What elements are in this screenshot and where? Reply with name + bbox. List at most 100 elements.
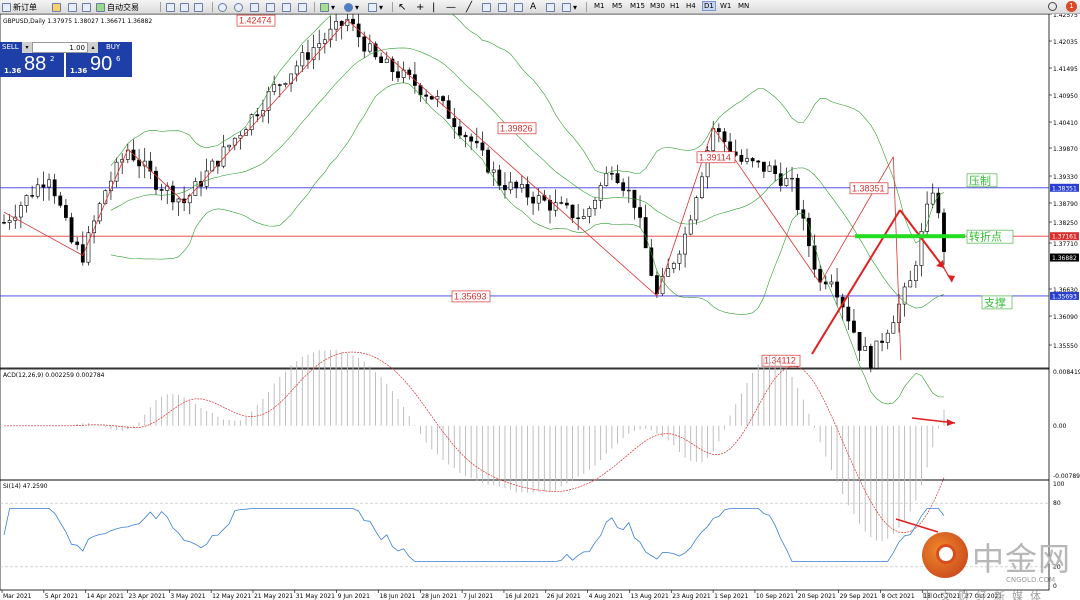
bollinger-lower: [110, 82, 945, 405]
macd-frame: [0, 367, 1050, 481]
templates-button[interactable]: ▾: [368, 1, 383, 13]
periods-button[interactable]: ▾: [344, 1, 359, 13]
market-watch-button[interactable]: [68, 1, 79, 13]
candle-body: [311, 47, 316, 60]
indicators-button[interactable]: ▾: [320, 1, 335, 13]
timeframe-w1[interactable]: W1: [720, 2, 732, 10]
buy-lot-up-icon[interactable]: ▴: [88, 42, 98, 53]
candle-body: [7, 220, 12, 223]
timeframe-d1[interactable]: D1: [702, 1, 716, 11]
price-axis-label: 1.36630: [1053, 287, 1078, 294]
meta-editor-icon: [52, 2, 61, 12]
price-axis-label: 1.38250: [1053, 220, 1078, 227]
candle-body: [35, 184, 40, 197]
price-axis-label: 1.41495: [1053, 66, 1078, 73]
sell-quote-button[interactable]: 1.36 88 2: [0, 53, 64, 77]
candle-body: [148, 160, 153, 172]
toolbar-separator: [586, 2, 587, 12]
grid-button[interactable]: [298, 1, 309, 13]
channel-button[interactable]: [482, 1, 493, 13]
candle-body: [598, 185, 603, 201]
price-axis-label: 1.40410: [1053, 120, 1078, 127]
timeframe-m15[interactable]: M15: [630, 2, 645, 10]
auto-trade-button[interactable]: 自动交易: [96, 1, 139, 13]
line-chart-button[interactable]: [194, 1, 205, 13]
search-icon[interactable]: [1048, 2, 1057, 11]
bar-chart-button[interactable]: [166, 1, 177, 13]
lot-size-input[interactable]: [32, 42, 88, 53]
candle-body: [807, 217, 811, 247]
candle-body: [638, 207, 642, 218]
chevron-down-icon: ▾: [573, 2, 578, 12]
candle-body: [351, 18, 355, 25]
candle-body: [564, 202, 569, 206]
candle-body: [373, 43, 378, 58]
indicators-icon: [320, 2, 329, 12]
candle-body: [429, 96, 434, 100]
date-axis-label: 8 Oct 2021: [881, 593, 914, 600]
candle-body: [24, 195, 29, 206]
vertical-line-button[interactable]: |: [432, 1, 435, 13]
zoom-out-button[interactable]: [234, 1, 245, 13]
candle-body: [261, 110, 265, 117]
timeframe-h1[interactable]: H1: [670, 2, 680, 10]
candle-body: [75, 241, 80, 245]
sell-lot-down-icon[interactable]: ▾: [22, 42, 32, 53]
text-tool-button[interactable]: A: [530, 1, 536, 13]
candle-body: [215, 160, 220, 167]
candle-body: [396, 71, 400, 78]
buy-button[interactable]: BUY: [98, 42, 132, 53]
new-order-button[interactable]: 新订单: [2, 1, 37, 13]
date-axis-label: 12 May 2021: [212, 593, 251, 600]
arrow-icon: [562, 2, 571, 12]
timeframe-mn[interactable]: MN: [738, 2, 750, 10]
alert-badge[interactable]: 1: [1066, 1, 1077, 12]
candle-body: [497, 169, 502, 186]
rsi-axis-label: 0: [1053, 583, 1057, 590]
horizontal-line-button[interactable]: —: [446, 1, 456, 13]
price-axis-label: 1.37710: [1053, 241, 1078, 248]
fibonacci-button[interactable]: [498, 1, 509, 13]
zoom-out-icon: [234, 2, 243, 12]
candle-body: [604, 173, 609, 186]
autoscroll-button[interactable]: [282, 1, 293, 13]
timeframe-m30[interactable]: M30: [650, 2, 665, 10]
history-button[interactable]: [82, 1, 93, 13]
candle-body: [80, 244, 85, 263]
arrowhead-icon: [936, 260, 944, 268]
zoom-in-button[interactable]: [218, 1, 229, 13]
chart-window[interactable]: 1.42575 1.42035 1.41495 1.40950 1.40410 1.398…: [0, 14, 1080, 600]
candle-body: [283, 83, 288, 85]
chart-shift-button[interactable]: [266, 1, 277, 13]
gann-button[interactable]: [514, 1, 525, 13]
history-icon: [82, 2, 91, 12]
sell-button[interactable]: SELL: [0, 42, 22, 53]
label-icon: [546, 2, 555, 12]
peak-label-box: [451, 290, 491, 303]
date-axis-label: 7 Jul 2021: [463, 593, 493, 600]
timeframe-m5[interactable]: M5: [612, 2, 623, 10]
arrows-button[interactable]: ▾: [562, 1, 577, 13]
candle-body: [193, 181, 198, 196]
chart-canvas[interactable]: 1.42575 1.42035 1.41495 1.40950 1.40410 1.398…: [0, 14, 1080, 600]
crosshair-tool-button[interactable]: +: [416, 1, 424, 13]
chart-shift-icon: [266, 2, 275, 12]
timeframe-h4[interactable]: H4: [686, 2, 696, 10]
label-tool-button[interactable]: [546, 1, 557, 13]
candle-body: [86, 232, 91, 263]
clock-icon: [344, 2, 353, 12]
meta-editor-button[interactable]: [52, 1, 63, 13]
cursor-tool-button[interactable]: ↖: [398, 1, 406, 13]
buy-quote-button[interactable]: 1.36 90 6: [66, 53, 132, 77]
timeframe-m1[interactable]: M1: [594, 2, 605, 10]
uptrend-arrow-line: [811, 209, 901, 355]
candle-body: [41, 184, 46, 188]
macd-axis-label: 0.00: [1053, 423, 1067, 430]
candle-body: [69, 217, 74, 243]
pivot-marker-bar: [855, 234, 965, 239]
candle-chart-button[interactable]: [180, 1, 191, 13]
tile-windows-button[interactable]: [250, 1, 261, 13]
candle-body: [593, 200, 597, 209]
date-axis-label: 20 Sep 2021: [798, 593, 836, 600]
trendline-button[interactable]: ╱: [466, 1, 472, 13]
